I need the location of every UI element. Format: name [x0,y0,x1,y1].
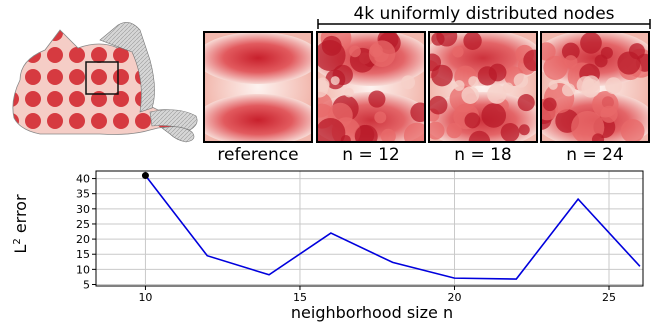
x-tick-label-1: 15 [293,291,307,304]
field-panels: reference n = 12 n = 18 n = 24 [203,31,650,165]
y-axis-label: L2 error [11,194,30,254]
header-bracket: 4k uniformly distributed nodes [317,4,651,29]
panel-label-2: n = 18 [454,145,511,165]
chart-ticks: 10 15 20 25 5 10 15 20 25 30 35 40 [76,173,616,304]
y-tick-label-6: 35 [76,188,90,201]
x-tick-label-0: 10 [138,291,152,304]
panel-0: reference [203,31,313,165]
y-tick-label-1: 10 [76,263,90,276]
chart-grid [96,171,643,286]
x-tick-label-2: 20 [447,291,461,304]
plot-frame [95,170,644,287]
x-axis-label: neighborhood size n [291,303,453,322]
error-series-line [144,175,641,280]
y-tick-label-7: 40 [76,173,90,186]
panel-label-0: reference [217,145,298,165]
y-tick-label-5: 30 [76,203,90,216]
panel-label-3: n = 24 [566,145,623,165]
panel-label-1: n = 12 [342,145,399,165]
highlight-point [141,172,149,180]
error-chart: 10 15 20 25 5 10 15 20 25 30 35 40 neighborhood siz… [11,170,644,322]
panel-3: n = 24 [540,31,650,165]
panel-2: n = 18 [428,31,538,165]
x-tick-label-3: 25 [602,291,616,304]
cat-mesh-illustration [12,22,198,143]
y-tick-label-4: 25 [76,218,90,231]
y-tick-label-0: 5 [83,278,90,291]
y-tick-label-3: 20 [76,233,90,246]
panel-1: n = 12 [316,31,426,165]
zoom-box [85,61,119,95]
y-tick-label-2: 15 [76,248,90,261]
header-text: 4k uniformly distributed nodes [353,4,614,24]
